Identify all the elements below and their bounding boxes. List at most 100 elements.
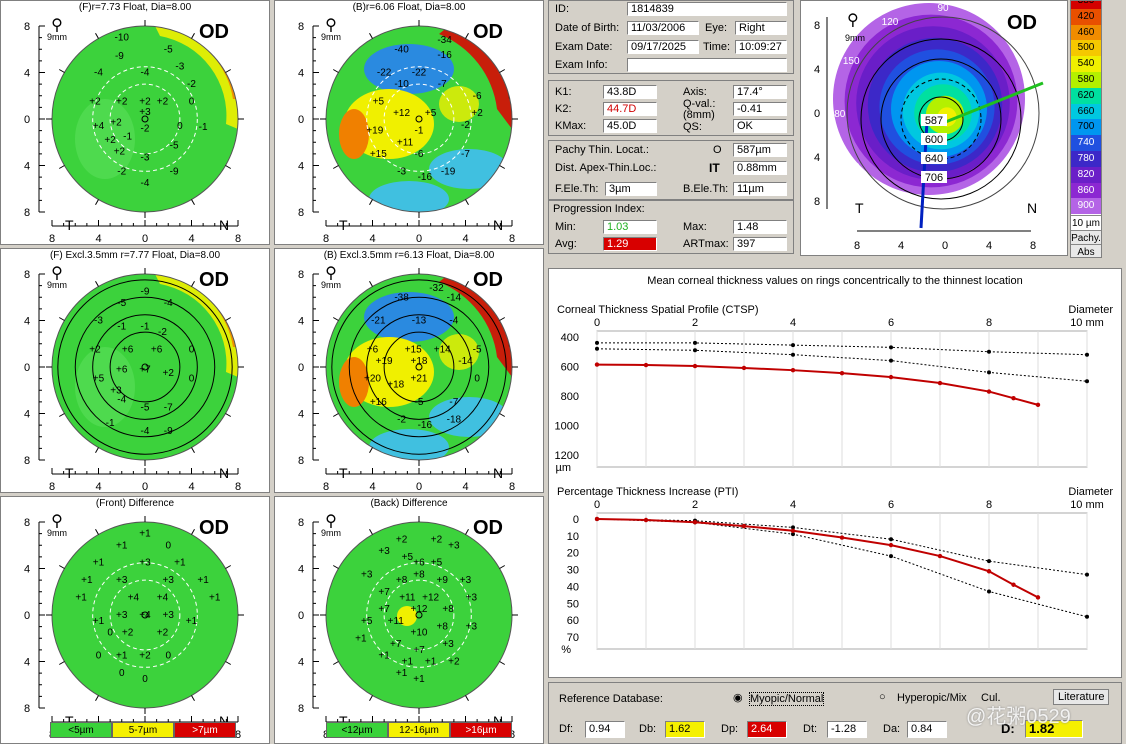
axis-tick-label: 0 [142, 233, 148, 245]
eye-field[interactable]: Right [735, 21, 787, 35]
x-tick-label: 4 [790, 317, 796, 329]
exam-date-field[interactable]: 09/17/2025 [627, 40, 699, 54]
map-value: +6 [116, 364, 128, 375]
magnifier-icon[interactable]: ⚲ 9mm [321, 17, 341, 43]
magnifier-icon[interactable]: ⚲ 9mm [47, 17, 67, 43]
scale-swatch: 860 [1071, 182, 1101, 199]
reference-point [791, 352, 795, 357]
dp-label: Dp: [721, 723, 739, 735]
map-value: 0 [165, 651, 171, 662]
map-value: +5 [361, 616, 373, 627]
da-label: Da: [883, 723, 901, 735]
magnifier-icon[interactable]: ⚲ [847, 12, 859, 29]
legend-back-red: >16µm [450, 722, 512, 738]
temporal-label: T [339, 465, 348, 481]
data-point [741, 365, 747, 371]
map-value: -4 [141, 178, 150, 189]
x-tick-label: 4 [790, 499, 796, 511]
map-value: +4 [93, 121, 105, 132]
data-point [937, 380, 943, 386]
magnifier-icon[interactable]: ⚲ 9mm [321, 265, 341, 291]
axis-tick-label: 4 [24, 564, 30, 576]
topography-map: +2 +2+3+3+5+6 +5+8+3+8 +9 +3+7+11 +12 +3+7 +12 +… [298, 516, 518, 741]
scale-swatch: 620 [1071, 87, 1101, 104]
literature-button[interactable]: Literature [1053, 689, 1110, 705]
eye-od-label: OD [473, 517, 503, 539]
pachymetry-map-panel: 587 600 640 706 90 60 30 0 330 300 270 240 210 180 150… [800, 0, 1068, 256]
x-tick-label: 8 [986, 499, 992, 511]
topography-map: +1+1 0+1 +3 +1+1 +3 +3 +1+1 +4 +4 +1+1+3 +4 +3+10 +2… [24, 516, 244, 741]
angle-label: 330 [1026, 162, 1043, 173]
axis-tick-label: 4 [24, 68, 30, 80]
y-unit-label: µm [555, 462, 571, 474]
map-value: +3 [442, 639, 454, 650]
map-value: -5 [170, 141, 179, 152]
map-value: -16 [437, 50, 452, 61]
magnifier-icon[interactable]: ⚲ 9mm [47, 513, 67, 539]
scale-unit-abs[interactable]: Abs [1071, 244, 1101, 257]
refdb-myopic-label[interactable]: Myopic/Normal [749, 692, 825, 706]
pachy-value: 587 [925, 115, 943, 127]
map-value: +7 [413, 645, 425, 656]
map-value: 0 [142, 674, 148, 685]
angle-label: 240 [882, 201, 899, 212]
temporal-label: T [65, 713, 74, 729]
axis-tick-label: 4 [814, 64, 820, 76]
map-value: -4 [164, 298, 173, 309]
time-field[interactable]: 10:09:27 [735, 40, 787, 54]
axis-tick-label: 8 [235, 729, 241, 741]
nasal-label: N [219, 217, 229, 233]
y-tick-label: 70 [567, 632, 579, 644]
map-value: -14 [447, 292, 462, 303]
x-tick-label: 2 [692, 499, 698, 511]
map-value: +11 [397, 137, 414, 148]
axis-tick-label: 8 [298, 269, 304, 281]
scale-unit-pachy[interactable]: Pachy. [1071, 230, 1101, 246]
axis-tick-label: 4 [24, 316, 30, 328]
map-value: +7 [139, 364, 151, 375]
id-field[interactable]: 1814839 [627, 2, 787, 16]
map-value: +12 [393, 108, 410, 119]
axis-tick-label: 8 [298, 517, 304, 529]
map-value: +18 [387, 379, 404, 390]
axis-tick-label: 4 [462, 481, 468, 493]
topography-map: -10-5-9-4-4-3-2+2 +2 +2 +2 0+4+3-2+2 0 -1+2 -1+… [24, 20, 244, 245]
artmax-label: ARTmax: [683, 238, 729, 250]
pachy-value: 600 [925, 134, 943, 146]
y-tick-label: 1200 [555, 450, 579, 462]
data-point [594, 516, 600, 522]
radio-myopic[interactable]: ◉ [733, 692, 743, 704]
temporal-label: T [339, 217, 348, 233]
magnifier-icon[interactable]: ⚲ 9mm [47, 265, 67, 291]
angle-label: 300 [988, 201, 1005, 212]
exam-info-field[interactable] [627, 58, 787, 72]
db-field: 1.62 [665, 721, 705, 738]
axis-tick-label: 0 [24, 610, 30, 622]
y-tick-label: 20 [567, 548, 579, 560]
map-value: -2 [461, 120, 470, 131]
map-value: -9 [141, 286, 150, 297]
axis-tick-label: 0 [298, 114, 304, 126]
dob-field[interactable]: 11/03/2006 [627, 21, 699, 35]
radio-hyperopic[interactable]: ○ [879, 691, 886, 703]
map-value: -21 [371, 316, 386, 327]
bele-field: 11µm [733, 182, 787, 196]
graphs-title: Mean corneal thickness values on rings c… [647, 275, 1023, 287]
cul-button[interactable]: Cul. [981, 692, 1001, 704]
topography-map: -34-40-16-22 -22-10 -7-6+5+12 +5 +2+19 -1+11-… [298, 20, 518, 244]
refdb-hyperopic-label[interactable]: Hyperopic/Mix [897, 692, 967, 704]
map-value: +2 [89, 97, 101, 108]
data-point [1035, 595, 1041, 600]
magnifier-icon[interactable]: ⚲ 9mm [321, 513, 341, 539]
fele-label: F.Ele.Th: [555, 183, 599, 195]
angle-label: 0 [1046, 109, 1052, 120]
map-value: -3 [397, 166, 406, 177]
thin-loc-label: Pachy Thin. Locat.: [555, 144, 649, 156]
map-panel-6: (Back) Difference OD ⚲ 9mm +2 +2 +3 +3 +5 +6 +5 +… [274, 496, 544, 744]
map-value: +2 [114, 147, 126, 158]
axis-tick-label: 8 [814, 196, 820, 208]
axis-tick-label: 4 [298, 316, 304, 328]
map-panel-3: (F) Excl.3.5mm r=7.77 Float, Dia=8.00 OD… [0, 248, 270, 493]
data-point [643, 362, 649, 368]
k2-label: K2: [555, 103, 572, 115]
